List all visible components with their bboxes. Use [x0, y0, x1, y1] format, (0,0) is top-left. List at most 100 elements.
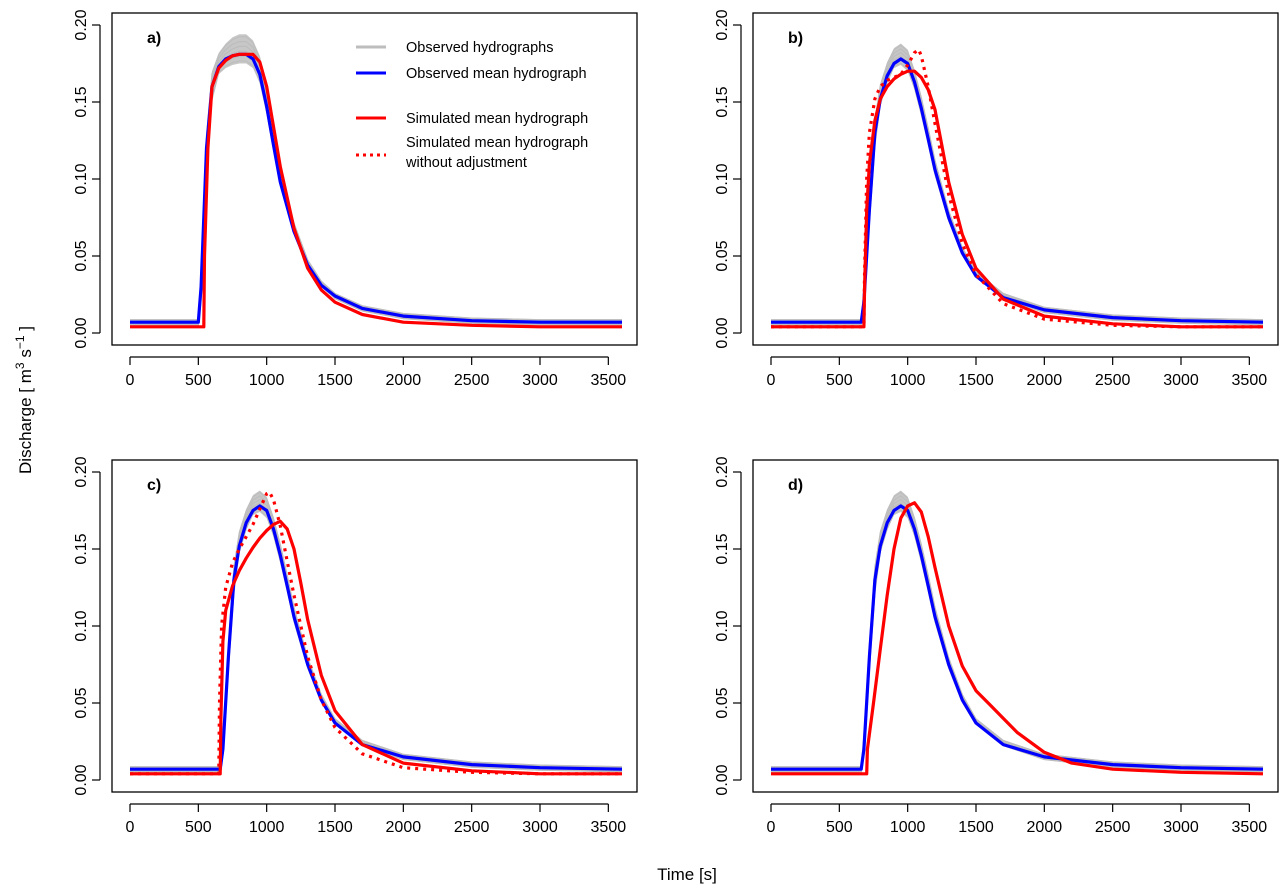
panel-b-x-tick-label: 2500	[1095, 372, 1131, 389]
panel-a-y-tick-label: 0.15	[73, 86, 90, 117]
panel-c-series-simulated-mean	[130, 519, 622, 776]
panel-a-y-tick-label: 0.05	[73, 240, 90, 271]
panel-d: d) 0 500 1000 1500 2000 2500 3000 3500 0.00 0.05 0.…	[714, 456, 1279, 836]
panel-b-observed-hydrograph-line	[771, 48, 1264, 322]
panel-c-plot-area	[130, 490, 623, 776]
y-axis-title-sup2: −1	[13, 335, 27, 349]
x-axis-title: Time [s]	[657, 865, 717, 884]
panel-a-frame	[111, 12, 638, 346]
panel-d-y-tick-label: 0.20	[714, 456, 731, 487]
panel-b-plot-area	[771, 43, 1264, 329]
panel-d-y-tick-label: 0.10	[714, 610, 731, 641]
panel-c-observed-hydrograph-line	[130, 491, 623, 768]
panel-b-observed-hydrograph-line	[771, 55, 1264, 325]
panel-c-x-tick-label: 3000	[522, 819, 558, 836]
panel-b-observed-hydrographs-band	[771, 43, 1263, 327]
panel-a-y-tick-label: 0.20	[73, 9, 90, 40]
panel-b-series-simulated-unadjusted	[771, 48, 1263, 329]
panels: a) 0 500 1000 1500 2000 2500 3000 3500 0.00 0.05 0.…	[73, 9, 1279, 836]
panel-d-x-tick-label: 2500	[1095, 819, 1131, 836]
legend: Observed hydrographs Observed mean hydro…	[356, 40, 588, 171]
panel-d-y-tick-label: 0.15	[714, 533, 731, 564]
panel-c-x-tick-label: 500	[185, 819, 212, 836]
panel-d-plot-area	[771, 490, 1264, 776]
y-axis-title-main: Discharge [ m	[16, 369, 35, 474]
panel-a-series-simulated-mean	[130, 52, 622, 329]
panel-c: c) 0 500 1000 1500 2000 2500 3000 3500 0.00 0.05 0.…	[73, 456, 638, 836]
panel-a-x-tick-label: 2000	[386, 372, 422, 389]
panel-b-observed-hydrograph-line	[771, 58, 1264, 326]
panel-c-frame	[111, 459, 638, 793]
panel-b-y-tick-label: 0.15	[714, 86, 731, 117]
panel-a-y-tick-label: 0.00	[73, 317, 90, 348]
panel-d-label: d)	[788, 477, 803, 494]
panel-b-x-tick-label: 3000	[1163, 372, 1199, 389]
panel-d-series-simulated-mean	[771, 501, 1264, 776]
panel-c-observed-hydrograph-line	[130, 498, 623, 770]
panel-b-y-tick-label: 0.20	[714, 9, 731, 40]
panel-c-observed-hydrographs-band	[130, 490, 622, 774]
legend-label-simulated-mean: Simulated mean hydrograph	[406, 111, 588, 127]
panel-d-x-tick-label: 2000	[1027, 819, 1063, 836]
panel-d-observed-hydrograph-line	[771, 495, 1264, 769]
panel-b-y-tick-label: 0.00	[714, 317, 731, 348]
panel-c-observed-hydrograph-line	[130, 502, 623, 772]
panel-d-y-tick-label: 0.00	[714, 764, 731, 795]
panel-b-x-tick-label: 500	[826, 372, 853, 389]
y-axis-title-end: ]	[16, 326, 35, 335]
panel-c-observed-hydrograph-line	[130, 505, 623, 773]
panel-d-x-tick-label: 1000	[890, 819, 926, 836]
panel-c-observed-hydrograph-line	[130, 509, 623, 774]
panel-d-series-observed-mean	[771, 504, 1264, 771]
panel-a-x-tick-label: 3500	[591, 372, 627, 389]
panel-c-series-observed-mean	[130, 504, 623, 771]
panel-a-x-tick-label: 0	[126, 372, 135, 389]
panel-c-x-tick-label: 2000	[386, 819, 422, 836]
panel-a-x-tick-label: 1500	[317, 372, 353, 389]
panel-b-observed-hydrograph-line	[771, 62, 1264, 327]
panel-d-observed-hydrograph-line	[771, 498, 1264, 770]
panel-b: b) 0 500 1000 1500 2000 2500 3000 3500 0.00 0.05 0.…	[714, 9, 1279, 389]
panel-a-y-tick-label: 0.10	[73, 163, 90, 194]
panel-b-observed-hydrograph-line	[771, 44, 1264, 321]
panel-a-x-tick-label: 2500	[454, 372, 490, 389]
panel-b-y-tick-label: 0.05	[714, 240, 731, 271]
panel-a-label: a)	[147, 30, 161, 47]
y-axis-title-mid: s	[16, 349, 35, 362]
panel-a-x-tick-label: 3000	[522, 372, 558, 389]
panel-b-x-tick-label: 3500	[1232, 372, 1268, 389]
panel-d-frame	[752, 459, 1279, 793]
panel-c-y-tick-label: 0.10	[73, 610, 90, 641]
panel-d-x-tick-label: 0	[767, 819, 776, 836]
panel-d-observed-hydrograph-line	[771, 491, 1264, 768]
panel-a: a) 0 500 1000 1500 2000 2500 3000 3500 0.00 0.05 0.…	[73, 9, 638, 389]
panel-c-y-tick-label: 0.15	[73, 533, 90, 564]
panel-c-observed-hydrograph-line	[130, 495, 623, 769]
panel-b-observed-hydrograph-line	[771, 51, 1264, 323]
panel-c-x-tick-label: 3500	[591, 819, 627, 836]
legend-label-observed-hydrographs: Observed hydrographs	[406, 40, 554, 56]
panel-b-x-tick-label: 1000	[890, 372, 926, 389]
panel-b-x-tick-label: 2000	[1027, 372, 1063, 389]
panel-a-x-tick-label: 500	[185, 372, 212, 389]
panel-d-x-tick-label: 1500	[958, 819, 994, 836]
panel-d-x-tick-label: 3500	[1232, 819, 1268, 836]
panel-c-x-tick-label: 2500	[454, 819, 490, 836]
panel-b-series-simulated-mean	[771, 69, 1263, 329]
panel-a-x-tick-label: 1000	[249, 372, 285, 389]
panel-b-y-tick-label: 0.10	[714, 163, 731, 194]
panel-d-x-tick-label: 500	[826, 819, 853, 836]
panel-c-y-tick-label: 0.20	[73, 456, 90, 487]
legend-label-observed-mean: Observed mean hydrograph	[406, 66, 587, 82]
panel-b-x-tick-label: 0	[767, 372, 776, 389]
panel-c-label: c)	[147, 477, 161, 494]
legend-label-simulated-unadjusted-line1: Simulated mean hydrograph	[406, 135, 588, 151]
panel-c-x-tick-label: 1500	[317, 819, 353, 836]
panel-c-x-tick-label: 1000	[249, 819, 285, 836]
panel-c-y-tick-label: 0.05	[73, 687, 90, 718]
panel-a-plot-area	[130, 34, 622, 329]
panel-c-x-tick-label: 0	[126, 819, 135, 836]
y-axis-title: Discharge [ m3 s−1 ]	[13, 326, 35, 474]
panel-c-series-simulated-unadjusted	[130, 490, 622, 776]
